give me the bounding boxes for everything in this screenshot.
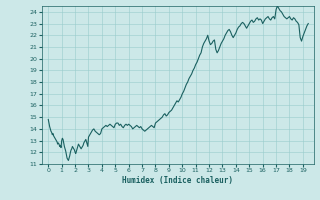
X-axis label: Humidex (Indice chaleur): Humidex (Indice chaleur) (122, 176, 233, 185)
